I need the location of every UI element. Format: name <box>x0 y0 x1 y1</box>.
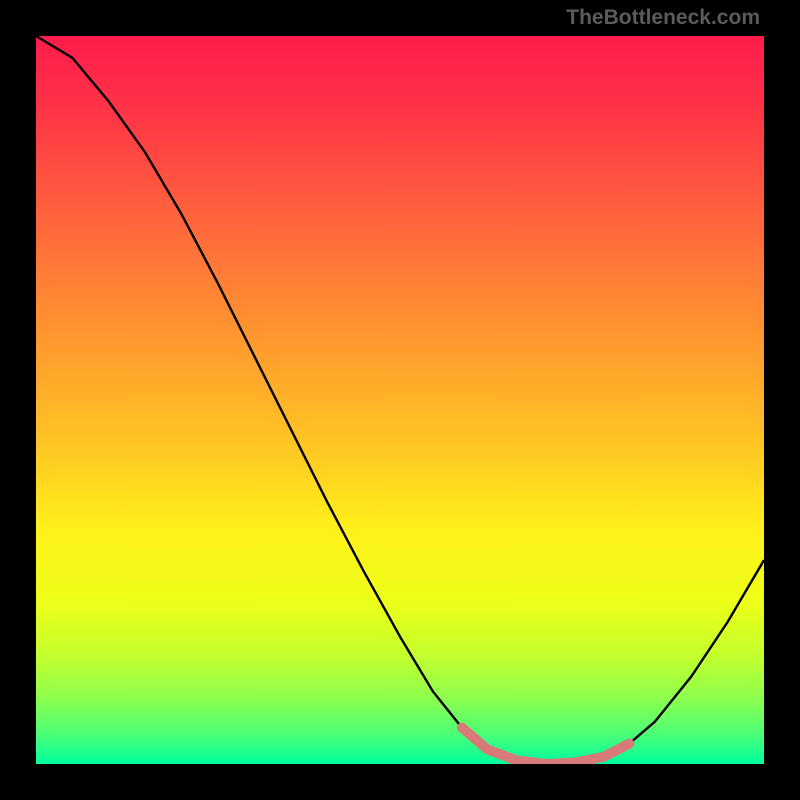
gradient-background <box>36 36 764 764</box>
chart-plot-area <box>36 36 764 764</box>
watermark-text: TheBottleneck.com <box>566 6 760 30</box>
